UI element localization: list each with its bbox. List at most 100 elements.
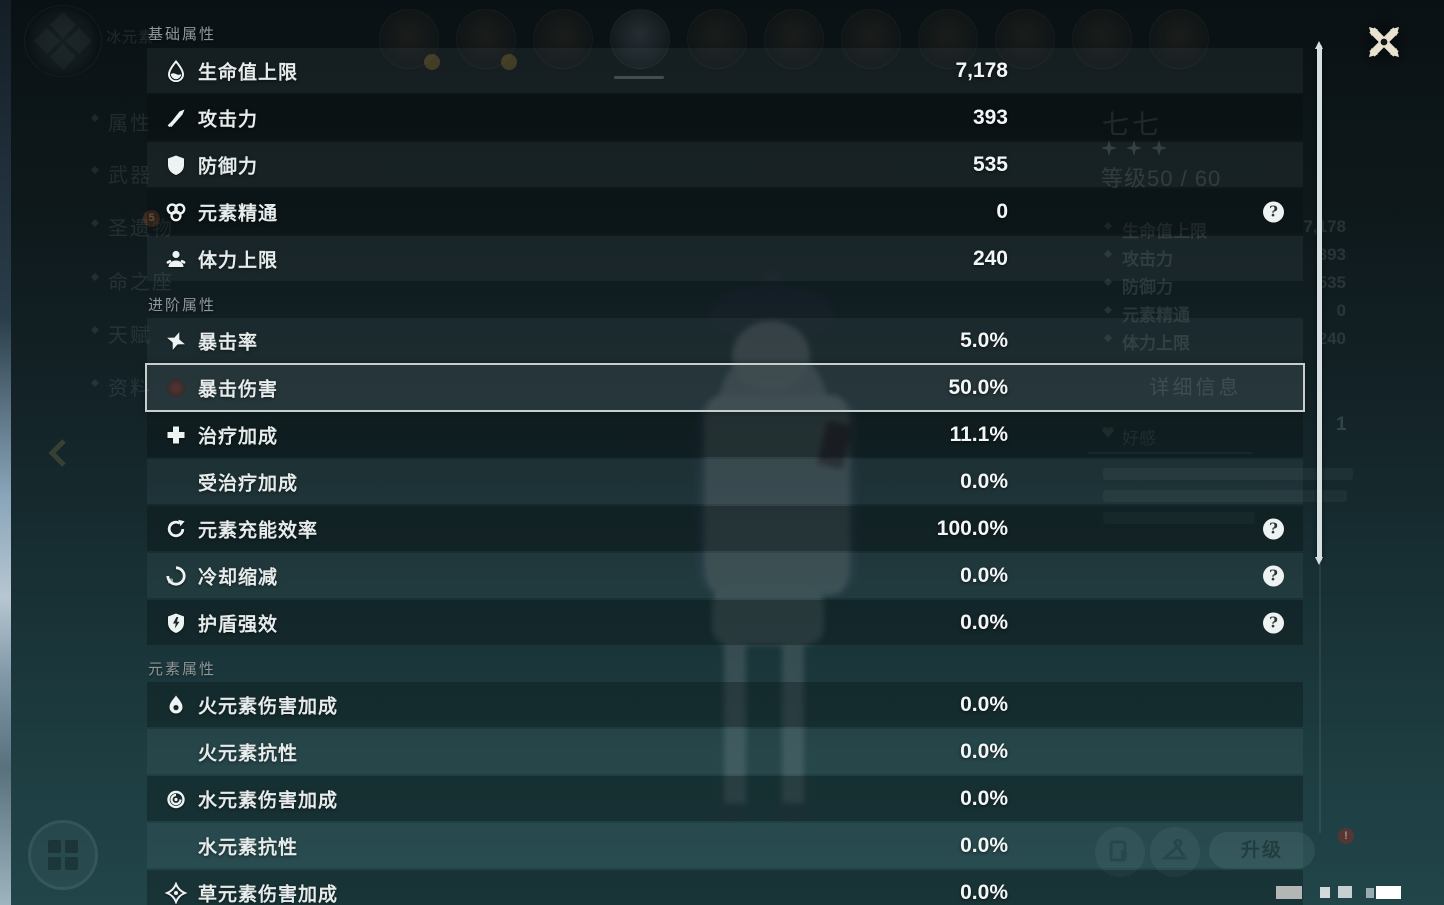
avatar xyxy=(456,9,517,70)
mini-stat-row: 攻击力 393 xyxy=(1104,245,1346,272)
sidebar-item-artifacts: 圣遗物 xyxy=(91,212,174,241)
character-art-qiqi xyxy=(600,255,920,845)
divider xyxy=(1088,452,1252,454)
stat-row-max-stamina[interactable]: 体力上限 240 xyxy=(147,236,1303,281)
section-title-advanced: 进阶属性 xyxy=(148,297,217,314)
stat-row-incoming-healing[interactable]: 受治疗加成 0.0% xyxy=(147,459,1303,504)
stat-row-def[interactable]: 防御力 535 xyxy=(147,142,1303,187)
stat-row-healing-bonus[interactable]: 治疗加成 11.1% xyxy=(147,412,1303,457)
emblem-petal xyxy=(50,44,76,70)
stat-value: 0.0% xyxy=(960,563,1008,587)
description-line xyxy=(1103,490,1347,502)
stat-row-pyro-dmg[interactable]: 火元素伤害加成 0.0% xyxy=(147,682,1303,727)
grid-square xyxy=(65,857,78,870)
mini-stat-row: 生命值上限 7,178 xyxy=(1104,217,1346,244)
scrollbar-thumb[interactable] xyxy=(1315,41,1323,565)
stat-value: 11.1% xyxy=(949,422,1008,446)
ascend-badge-icon xyxy=(501,54,517,70)
help-icon[interactable]: ? xyxy=(1263,518,1284,539)
stat-row-crit-rate[interactable]: 暴击率 5.0% xyxy=(147,318,1303,363)
stat-row-cd-reduction[interactable]: 冷却缩减 0.0% ? xyxy=(147,553,1303,598)
diamond-bullet-icon xyxy=(1104,222,1112,230)
stat-row-shield-strength[interactable]: 护盾强效 0.0% ? xyxy=(147,600,1303,645)
stat-row-pyro-res[interactable]: 火元素抗性 0.0% xyxy=(147,729,1303,774)
qiqi-coat xyxy=(696,395,858,595)
avatar xyxy=(995,9,1055,69)
grid-square xyxy=(48,857,61,870)
stat-label: 元素充能效率 xyxy=(198,520,319,541)
stat-label: 元素精通 xyxy=(198,203,279,224)
diamond-bullet-icon xyxy=(91,219,99,227)
stat-value: 240 xyxy=(972,246,1008,270)
white-block xyxy=(1376,886,1401,899)
stat-label: 防御力 xyxy=(198,156,259,177)
stat-value: 535 xyxy=(972,152,1008,176)
hydro-icon xyxy=(165,788,187,810)
help-icon[interactable]: ? xyxy=(1263,201,1284,222)
avatar xyxy=(918,9,978,69)
avatar xyxy=(1149,9,1209,69)
avatar xyxy=(1072,9,1132,69)
stamina-icon xyxy=(165,248,187,270)
close-button[interactable] xyxy=(1354,12,1414,72)
stat-value: 393 xyxy=(972,105,1008,129)
page-icon xyxy=(1107,839,1133,865)
close-x-icon xyxy=(1369,27,1399,57)
help-icon[interactable]: ? xyxy=(1263,612,1284,633)
stat-row-elemental-mastery[interactable]: 元素精通 0 ? xyxy=(147,189,1303,234)
heart-icon xyxy=(1102,426,1114,438)
ascend-badge-icon xyxy=(424,54,440,70)
sidebar-item-profile: 资料 xyxy=(91,372,152,401)
stat-label: 治疗加成 xyxy=(198,426,279,447)
diamond-bullet-icon xyxy=(91,166,99,174)
stat-value: 0.0% xyxy=(960,692,1008,716)
qiqi-leg xyxy=(782,641,804,811)
energy-recharge-icon xyxy=(165,518,187,540)
stat-value: 0.0% xyxy=(960,469,1008,493)
stat-row-crit-dmg-selected[interactable]: 暴击伤害 50.0% xyxy=(145,363,1305,412)
detail-info-tab: 详细信息 xyxy=(1149,377,1242,399)
game-world-edge xyxy=(0,0,11,905)
party-setup-button xyxy=(28,820,98,890)
stat-label: 体力上限 xyxy=(198,250,279,271)
section-title-basic: 基础属性 xyxy=(148,26,217,43)
mini-stat-row: 防御力 535 xyxy=(1104,273,1346,300)
hanger-icon xyxy=(1161,838,1188,865)
diamond-bullet-icon xyxy=(1104,334,1112,342)
hp-icon xyxy=(165,59,187,82)
qiqi-hair xyxy=(718,351,828,501)
stat-row-energy-recharge[interactable]: 元素充能效率 100.0% ? xyxy=(147,506,1303,551)
sidebar-item-weapon: 武器 xyxy=(91,159,152,188)
mini-stat-row: 元素精通 0 xyxy=(1104,301,1346,328)
stat-row-hydro-dmg[interactable]: 水元素伤害加成 0.0% xyxy=(147,776,1303,821)
grid-square xyxy=(65,840,78,853)
stat-value: 0 xyxy=(996,199,1008,223)
sidebar-item-constellation: 命之座 xyxy=(91,266,174,295)
emblem-petal xyxy=(50,12,76,38)
description-line xyxy=(1103,468,1353,480)
stat-row-dendro-dmg[interactable]: 草元素伤害加成 0.0% xyxy=(147,870,1303,905)
stat-row-hydro-res[interactable]: 水元素抗性 0.0% xyxy=(147,823,1303,868)
cryo-element-emblem-icon xyxy=(24,5,102,77)
grid-square xyxy=(48,840,61,853)
bg-action-button xyxy=(1095,827,1145,877)
sidebar-item-talents: 天赋 xyxy=(91,319,152,348)
cooldown-icon xyxy=(165,565,187,587)
qiqi-hat-knob xyxy=(762,267,782,289)
help-icon[interactable]: ? xyxy=(1263,565,1284,586)
stat-row-max-hp[interactable]: 生命值上限 7,178 xyxy=(147,48,1303,93)
stat-label: 受治疗加成 xyxy=(198,473,299,494)
character-name: 七七 xyxy=(1102,110,1162,140)
stat-row-atk[interactable]: 攻击力 393 xyxy=(147,95,1303,140)
qiqi-shorts xyxy=(712,587,824,645)
diamond-bullet-icon xyxy=(1104,250,1112,258)
stat-value: 0.0% xyxy=(960,833,1008,857)
avatar-selected xyxy=(610,9,670,69)
diamond-bullet-icon xyxy=(1104,306,1112,314)
stat-label: 火元素抗性 xyxy=(198,743,299,764)
page-left-chevron-icon xyxy=(46,438,72,468)
description-line xyxy=(1103,512,1255,524)
avatar xyxy=(841,9,901,69)
avatar-underline xyxy=(614,76,664,79)
